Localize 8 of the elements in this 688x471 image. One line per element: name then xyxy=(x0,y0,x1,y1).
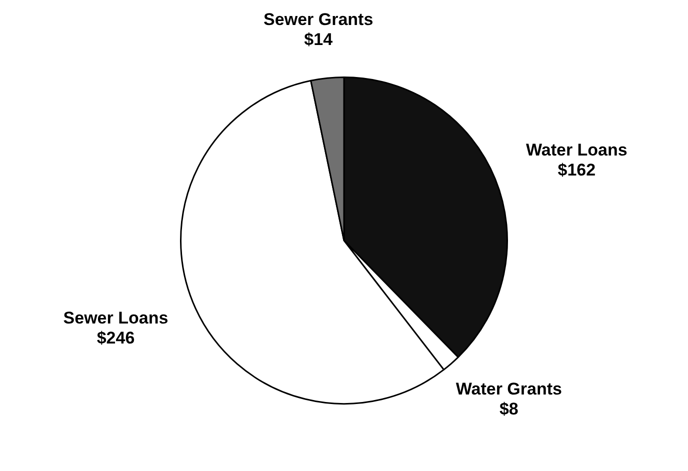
data-label: $246 xyxy=(96,328,135,348)
data-label: $162 xyxy=(558,160,596,180)
slice-label: Water Grants xyxy=(456,380,562,399)
data-label: $14 xyxy=(304,30,334,50)
slice-label: Sewer Loans xyxy=(63,308,168,328)
slice-label: Sewer Grants xyxy=(264,10,374,30)
data-label: $8 xyxy=(499,400,518,419)
slice-label: Water Loans xyxy=(526,140,628,160)
